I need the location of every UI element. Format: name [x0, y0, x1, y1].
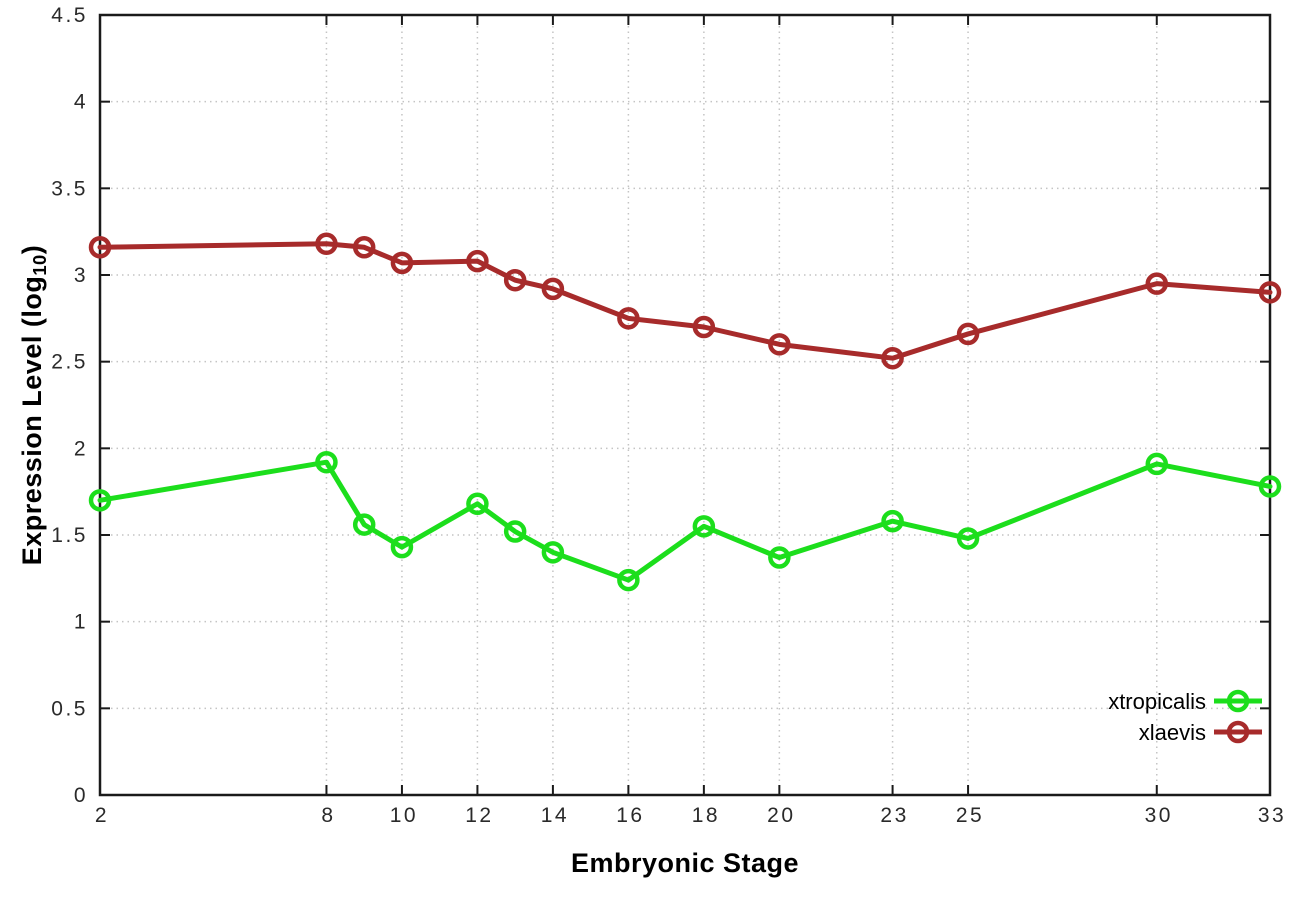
y-axis-label-close: ) — [17, 244, 47, 255]
x-tick-label: 23 — [880, 804, 908, 827]
data-point-xtropicalis-18 — [692, 515, 716, 538]
x-tick-label: 33 — [1258, 804, 1286, 827]
data-point-xtropicalis-20 — [768, 546, 791, 569]
data-point-xtropicalis-14 — [541, 541, 565, 564]
data-point-xlaevis-2 — [88, 236, 112, 259]
x-tick-label: 20 — [767, 804, 795, 827]
data-point-xlaevis-20 — [768, 333, 791, 356]
x-tick-label: 2 — [95, 804, 109, 827]
data-point-xtropicalis-2 — [88, 489, 112, 512]
data-point-xlaevis-8 — [315, 232, 338, 256]
data-point-xlaevis-14 — [541, 277, 565, 301]
x-tick-label: 10 — [390, 804, 418, 827]
x-tick-label: 14 — [541, 804, 569, 827]
y-tick-label: 2.5 — [51, 351, 88, 374]
y-tick-label: 0 — [74, 784, 88, 807]
y-tick-label: 4.5 — [51, 4, 88, 27]
y-tick-label: 1.5 — [51, 524, 88, 547]
data-point-xtropicalis-33 — [1258, 475, 1282, 498]
data-point-xtropicalis-16 — [617, 568, 640, 592]
legend-marker-xtropicalis — [1226, 689, 1250, 713]
data-point-xlaevis-33 — [1258, 281, 1282, 304]
data-point-xlaevis-25 — [956, 322, 980, 346]
x-tick-label: 8 — [321, 804, 335, 827]
y-axis-label: Expression Level (log10) — [17, 0, 50, 810]
data-point-xtropicalis-10 — [390, 535, 414, 559]
data-point-xtropicalis-23 — [881, 509, 904, 533]
x-axis-label: Embryonic Stage — [570, 848, 800, 878]
data-point-xlaevis-10 — [390, 251, 414, 275]
x-tick-label: 18 — [692, 804, 720, 827]
y-axis-label-main: Expression Level (log — [17, 275, 47, 566]
y-tick-label: 0.5 — [51, 697, 88, 720]
x-tick-label: 30 — [1145, 804, 1173, 827]
x-tick-label: 12 — [465, 804, 493, 827]
data-point-xlaevis-9 — [352, 236, 376, 259]
y-tick-label: 3 — [74, 264, 88, 287]
legend-label-xlaevis: xlaevis — [1139, 720, 1206, 745]
data-point-xtropicalis-30 — [1145, 452, 1169, 476]
legend-marker-xlaevis — [1226, 720, 1250, 744]
plot-border — [98, 13, 1272, 797]
series-line-xtropicalis — [97, 459, 1273, 583]
data-point-xtropicalis-13 — [503, 520, 527, 543]
data-point-xlaevis-12 — [466, 249, 489, 273]
y-axis-label-subscript: 10 — [28, 254, 50, 276]
data-point-xtropicalis-8 — [315, 450, 338, 474]
y-tick-label: 2 — [74, 437, 88, 460]
data-point-xlaevis-18 — [692, 315, 716, 339]
series-line-xlaevis — [97, 241, 1273, 361]
data-point-xlaevis-30 — [1145, 272, 1169, 295]
legend-label-xtropicalis: xtropicalis — [1108, 689, 1206, 714]
data-point-xlaevis-16 — [617, 307, 640, 330]
data-point-xlaevis-13 — [503, 268, 527, 292]
data-point-xlaevis-23 — [881, 346, 904, 370]
data-point-xtropicalis-9 — [352, 513, 376, 536]
y-tick-label: 1 — [74, 611, 88, 634]
y-tick-label: 4 — [74, 91, 88, 114]
data-point-xtropicalis-12 — [466, 492, 489, 516]
y-tick-label: 3.5 — [51, 177, 88, 200]
x-tick-label: 16 — [616, 804, 644, 827]
x-tick-label: 25 — [956, 804, 984, 827]
data-point-xtropicalis-25 — [956, 527, 980, 550]
